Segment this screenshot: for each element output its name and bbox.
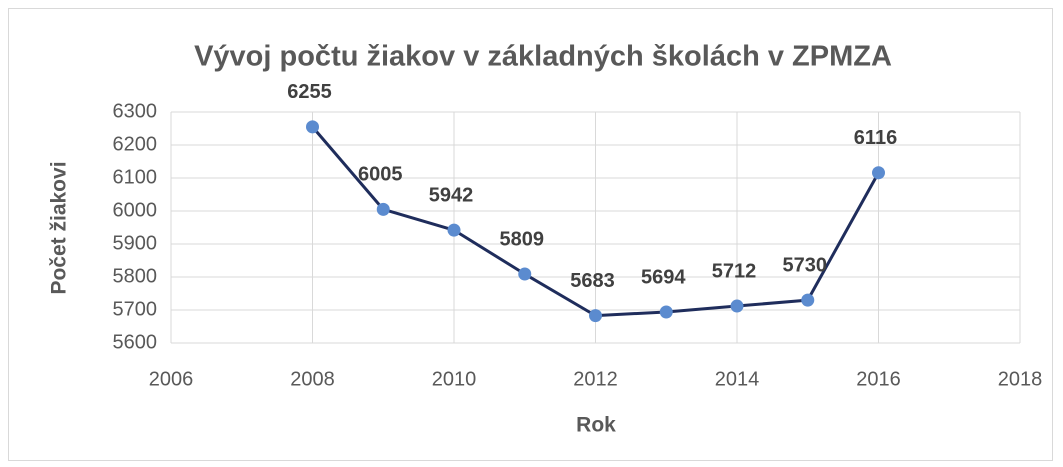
x-tick-label: 2008 (290, 368, 335, 390)
y-tick-label: 6200 (113, 133, 158, 155)
y-tick-label: 5600 (113, 331, 158, 353)
x-tick-label: 2012 (573, 368, 618, 390)
data-label: 5694 (641, 266, 686, 288)
x-axis-title: Rok (576, 414, 616, 437)
x-tick-label: 2006 (149, 368, 194, 390)
x-tick-label: 2010 (432, 368, 477, 390)
point-marker (306, 120, 319, 134)
y-tick-label: 6000 (113, 199, 158, 221)
y-tick-label: 5700 (113, 298, 158, 320)
point-marker (589, 309, 602, 323)
data-label: 6116 (854, 127, 897, 149)
point-marker (801, 293, 815, 307)
data-label: 6005 (358, 164, 403, 186)
data-label: 5809 (500, 228, 545, 250)
y-tick-label: 5900 (113, 232, 158, 254)
data-label: 5730 (783, 254, 828, 276)
point-marker (872, 166, 885, 180)
data-label: 5683 (570, 270, 615, 292)
point-marker (730, 299, 744, 313)
y-tick-label: 6300 (113, 100, 158, 122)
x-tick-label: 2018 (998, 368, 1043, 390)
x-tick-label: 2016 (856, 368, 901, 390)
data-label: 6255 (287, 81, 332, 103)
point-marker (659, 305, 673, 319)
y-axis-title: Počet žiakovi (48, 161, 71, 294)
point-marker (376, 202, 390, 216)
chart-title: Vývoj počtu žiakov v základných školách … (194, 41, 892, 73)
y-tick-label: 5800 (113, 265, 158, 287)
x-tick-label: 2014 (715, 368, 760, 390)
point-marker (447, 223, 461, 237)
y-tick-label: 6100 (113, 166, 158, 188)
data-label: 5942 (429, 184, 474, 206)
point-marker (518, 267, 532, 281)
data-label: 5712 (712, 260, 757, 282)
